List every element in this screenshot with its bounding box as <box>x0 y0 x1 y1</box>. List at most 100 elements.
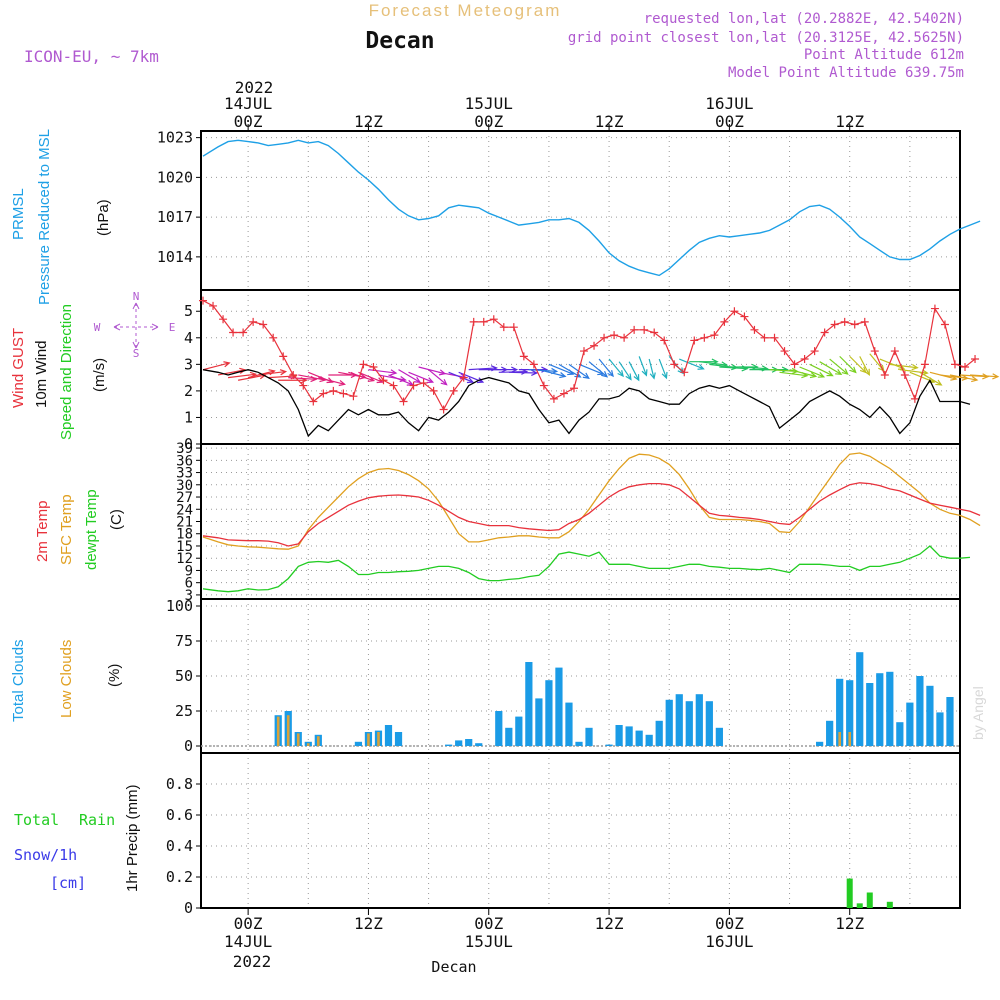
wind-arrow-icon <box>578 363 605 376</box>
top-hour-label: 12Z <box>595 112 624 131</box>
wind-arrow-icon <box>318 377 346 387</box>
wind-arrow-shaft <box>388 374 413 386</box>
wind-arrow-head <box>440 378 448 386</box>
wind-arrow-shaft <box>829 358 849 375</box>
wind-arrow-icon <box>638 356 648 377</box>
total-cloud-bar <box>394 732 403 746</box>
wind-arrow-shaft <box>949 374 978 381</box>
gust-point <box>369 363 378 371</box>
gust-point <box>660 336 669 345</box>
gust-point <box>489 315 498 324</box>
y-tick-label: 75 <box>175 632 193 650</box>
total-cloud-bar <box>445 744 453 746</box>
y-tick-label: 24 <box>176 502 193 518</box>
wind-speed-line <box>202 369 971 438</box>
wind-arrow-shaft <box>819 361 842 375</box>
wind-arrow-head <box>390 369 398 376</box>
gust-point <box>961 363 970 371</box>
gust-point <box>399 397 408 406</box>
wind-arrow-head <box>849 366 857 374</box>
gust-line <box>202 300 976 411</box>
gust-point <box>479 317 488 326</box>
gust-point <box>499 323 508 332</box>
total-cloud-bar <box>816 741 824 746</box>
gust-point <box>670 360 679 369</box>
gust-point <box>610 331 619 340</box>
wind-arrow-head <box>809 372 818 379</box>
prmsl-label: PRMSL <box>10 188 27 240</box>
bottom-hour-label: 12Z <box>835 914 864 933</box>
wind-arrow-icon <box>608 358 624 378</box>
wind-arrow-head <box>911 363 919 371</box>
wind-arrow-head <box>617 370 624 378</box>
gust-point <box>640 325 649 334</box>
total-cloud-bar <box>896 722 904 746</box>
wind-arrow-head <box>661 371 668 380</box>
precip-labels: Total Rain Snow/1h [cm] 1hr Precip (mm) <box>14 784 141 892</box>
wind-arrow-shaft <box>739 366 768 370</box>
top-year-label: 2022 <box>235 78 274 97</box>
wind-arrow-shaft <box>202 362 230 371</box>
gust-point <box>780 347 789 356</box>
y-tick-label: 0.6 <box>166 806 193 824</box>
total-cloud-bar <box>505 727 513 746</box>
gust-point <box>409 381 418 390</box>
gust-point <box>830 320 839 329</box>
wind-arrow-shaft <box>799 366 825 378</box>
gust-point <box>880 370 889 379</box>
y-tick-label: 0 <box>184 435 193 453</box>
total-cloud-bar <box>685 701 693 746</box>
pressure-unit-label: (hPa) <box>95 199 112 236</box>
bottom-hour-label: 12Z <box>354 914 383 933</box>
wind-arrow-head <box>649 372 656 380</box>
dewpt-line <box>202 545 971 593</box>
total-cloud-bar <box>384 725 393 746</box>
total-cloud-bar <box>695 694 703 746</box>
gust-point <box>229 328 238 337</box>
wind-arrow-shaft <box>879 358 905 370</box>
gust-point <box>259 320 268 329</box>
wind-arrow-shaft <box>508 371 537 374</box>
top-date-label: 15JUL <box>465 94 513 113</box>
bottom-date-label: 14JUL <box>224 932 272 951</box>
panel-pressure: 1014 1017 1020 1023 <box>157 129 961 291</box>
gust-point <box>559 389 568 398</box>
gust-point <box>930 304 939 313</box>
gust-point <box>389 381 398 390</box>
top-date-label: 16JUL <box>705 94 753 113</box>
gust-point <box>539 381 548 390</box>
wind-arrow-shaft <box>538 369 566 377</box>
panel-precip: 0 0.2 0.4 0.6 0.8 <box>166 752 961 917</box>
bottom-hour-label: 00Z <box>474 914 503 933</box>
gust-point <box>870 347 879 356</box>
y-tick-label: 36 <box>176 453 193 469</box>
y-tick-label: 30 <box>176 478 193 494</box>
gust-point <box>740 312 749 321</box>
precip-unit-label: 1hr Precip (mm) <box>124 784 141 892</box>
wind-arrow-icon <box>859 356 870 377</box>
gust-point <box>289 370 298 379</box>
low-cloud-bar <box>317 736 320 746</box>
wind-unit-label: (m/s) <box>91 358 108 392</box>
gust-point <box>770 333 779 342</box>
total-cloud-bar <box>856 652 864 746</box>
wind-arrow-head <box>413 376 422 383</box>
gust-point <box>419 378 428 387</box>
total-cloud-bar <box>715 727 723 746</box>
wind-arrow-icon <box>202 361 231 371</box>
wind-arrow-shaft <box>628 361 640 381</box>
panel-frame <box>200 752 961 909</box>
gust-point <box>860 317 869 326</box>
pressure-line <box>202 139 981 277</box>
wind-arrow-head <box>582 372 590 379</box>
wind-arrow-head <box>625 373 632 381</box>
total-cloud-bar <box>946 697 954 746</box>
gust-point <box>850 320 859 329</box>
wind-arrow-icon <box>949 374 979 383</box>
total-cloud-bar <box>585 727 593 746</box>
wind-arrow-icon <box>428 369 448 386</box>
gust-point <box>469 317 478 326</box>
gust-point <box>900 370 909 379</box>
wind-labels: Wind GUST 10m Wind Speed and Direction (… <box>10 290 175 440</box>
wind-arrow-shaft <box>648 358 655 379</box>
